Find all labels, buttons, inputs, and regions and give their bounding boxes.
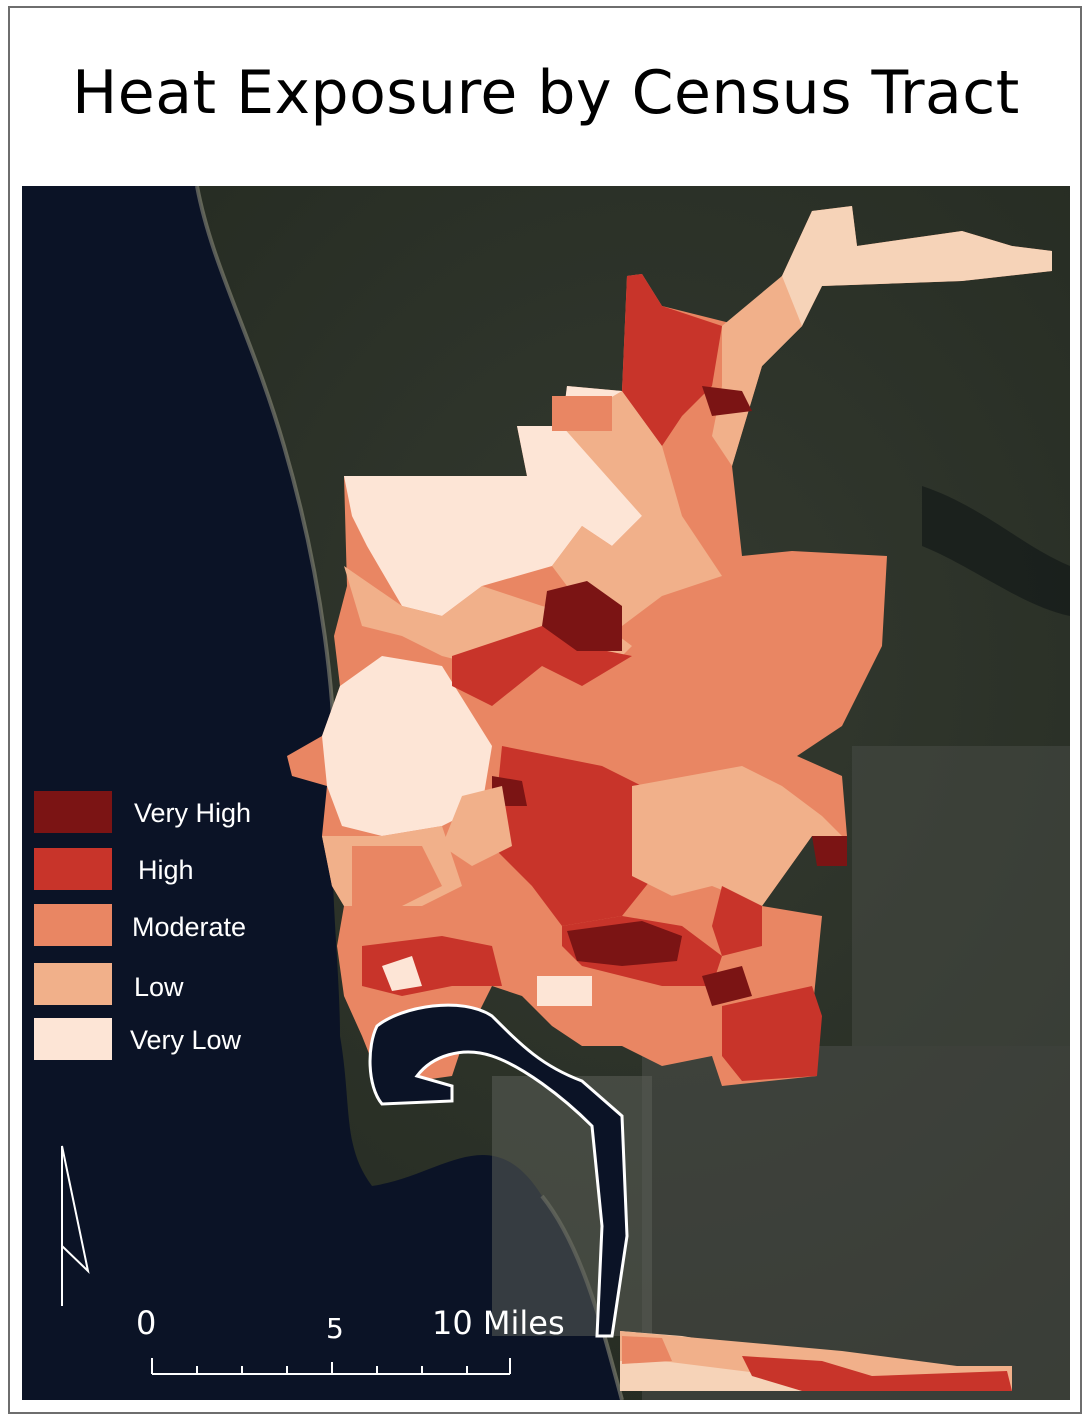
legend-label-very-high: Very High — [134, 798, 251, 828]
tract-high-north — [622, 274, 722, 446]
tract-moderate-border — [622, 1336, 672, 1364]
scale-label-mid: 5 — [326, 1312, 344, 1345]
legend-label-high: High — [138, 855, 194, 885]
map-canvas: Very High High Moderate Low Very Low — [22, 186, 1070, 1400]
tract-very-high-north — [702, 386, 752, 416]
map-title: Heat Exposure by Census Tract — [72, 58, 1020, 128]
tract-very-high-central-north — [542, 581, 622, 651]
census-tracts — [287, 206, 1052, 1391]
tract-moderate-west — [352, 846, 442, 906]
legend-swatch-high — [34, 848, 112, 890]
legend-label-very-low: Very Low — [130, 1025, 242, 1055]
legend-item-very-high: Very High — [34, 791, 251, 833]
scale-bar-drawn — [151, 1358, 511, 1375]
tract-very-low-west — [322, 656, 492, 836]
legend-label-low: Low — [134, 972, 184, 1002]
legend: Very High High Moderate Low Very Low — [34, 791, 251, 1060]
tract-very-high-southeast — [702, 966, 752, 1006]
tract-very-low-south — [537, 976, 592, 1006]
scale-label-end: 10 Miles — [432, 1304, 565, 1342]
tract-high-central — [492, 746, 662, 926]
tract-region-moderate — [287, 206, 1052, 1086]
urban-area-east — [852, 746, 1070, 1046]
bay-outline — [368, 1003, 629, 1338]
tract-high-southeast — [722, 986, 822, 1081]
legend-item-low: Low — [34, 963, 184, 1005]
scale-overlay: 0 5 10 Miles — [136, 1304, 565, 1375]
tract-very-low-southwest — [382, 956, 422, 991]
reservoir — [922, 486, 1070, 616]
legend-item-moderate: Moderate — [34, 904, 246, 946]
tract-moderate-north — [552, 396, 612, 431]
tract-high-east — [712, 886, 762, 956]
scale-label-zero: 0 — [136, 1304, 156, 1342]
legend-swatch-moderate — [34, 904, 112, 946]
legend-swatch-low — [34, 963, 112, 1005]
tract-low-mid — [442, 786, 512, 866]
tract-very-high-east-edge — [812, 836, 847, 866]
tract-low-east — [632, 766, 842, 906]
tract-low-northeast — [742, 206, 1052, 366]
tract-high-border — [742, 1356, 1012, 1391]
coastline — [195, 186, 337, 797]
tract-high-central-north — [452, 626, 632, 706]
ocean — [22, 186, 622, 1400]
legend-item-high: High — [34, 848, 194, 890]
north-arrow-icon — [61, 1145, 90, 1306]
tract-low-north2 — [712, 276, 802, 466]
legend-swatch-very-high — [34, 791, 112, 833]
legend-label-moderate: Moderate — [132, 912, 246, 942]
legend-swatch-very-low — [34, 1018, 112, 1060]
map-panel: Very High High Moderate Low Very Low — [22, 186, 1070, 1400]
tract-very-high-south — [567, 921, 682, 966]
legend-item-very-low: Very Low — [34, 1018, 242, 1060]
tract-low-north — [552, 391, 722, 626]
